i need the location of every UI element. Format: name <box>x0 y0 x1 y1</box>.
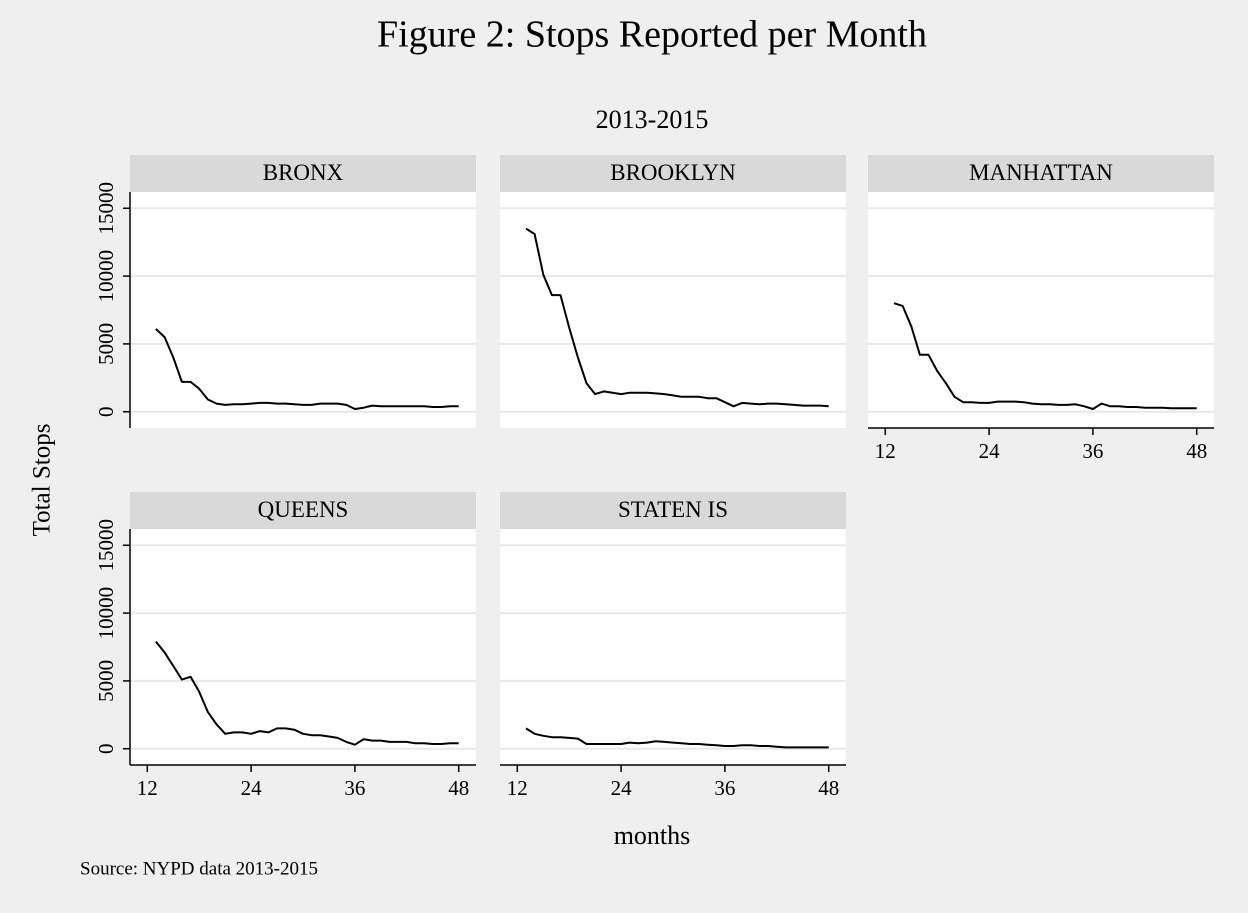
panel-header <box>500 492 846 529</box>
y-tick-label: 0 <box>94 743 118 754</box>
data-line <box>155 640 459 746</box>
data-line <box>155 328 459 410</box>
plot-area <box>500 192 846 428</box>
x-tick-label: 48 <box>1186 439 1207 463</box>
source-note: Source: NYPD data 2013-2015 <box>80 858 318 879</box>
x-tick-label: 36 <box>1082 439 1103 463</box>
x-tick-label: 12 <box>507 776 528 800</box>
y-tick-label: 5000 <box>94 660 118 702</box>
chart-subtitle: 2013-2015 <box>596 105 709 134</box>
data-line <box>525 227 829 408</box>
y-tick-label: 15000 <box>94 519 118 572</box>
y-axis-label: Total Stops <box>29 424 56 537</box>
x-tick-label: 36 <box>714 776 735 800</box>
x-tick-label: 36 <box>344 776 365 800</box>
panel-header <box>500 155 846 192</box>
y-tick-label: 10000 <box>94 250 118 303</box>
plot-area <box>500 529 846 765</box>
panel-header <box>868 155 1214 192</box>
data-line <box>893 302 1197 410</box>
x-tick-label: 48 <box>818 776 839 800</box>
panel-title: STATEN IS <box>618 497 728 522</box>
x-axis-label: months <box>614 821 691 850</box>
panel-header <box>130 492 476 529</box>
panel-title: QUEENS <box>258 497 349 522</box>
panel-title: BROOKLYN <box>610 160 736 185</box>
y-tick-label: 15000 <box>94 182 118 235</box>
y-tick-label: 5000 <box>94 323 118 365</box>
x-tick-label: 12 <box>875 439 896 463</box>
x-tick-label: 24 <box>611 776 633 800</box>
data-line <box>525 727 829 749</box>
panel-title: BRONX <box>263 160 344 185</box>
y-tick-label: 0 <box>94 406 118 417</box>
x-tick-label: 12 <box>137 776 158 800</box>
panel-title: MANHATTAN <box>969 160 1113 185</box>
y-tick-label: 10000 <box>94 587 118 640</box>
chart-title: Figure 2: Stops Reported per Month <box>377 14 927 56</box>
x-tick-label: 48 <box>448 776 469 800</box>
x-tick-label: 24 <box>241 776 263 800</box>
plot-area <box>868 192 1214 428</box>
plot-area <box>130 192 476 428</box>
plot-area <box>130 529 476 765</box>
x-tick-label: 24 <box>979 439 1001 463</box>
panel-header <box>130 155 476 192</box>
